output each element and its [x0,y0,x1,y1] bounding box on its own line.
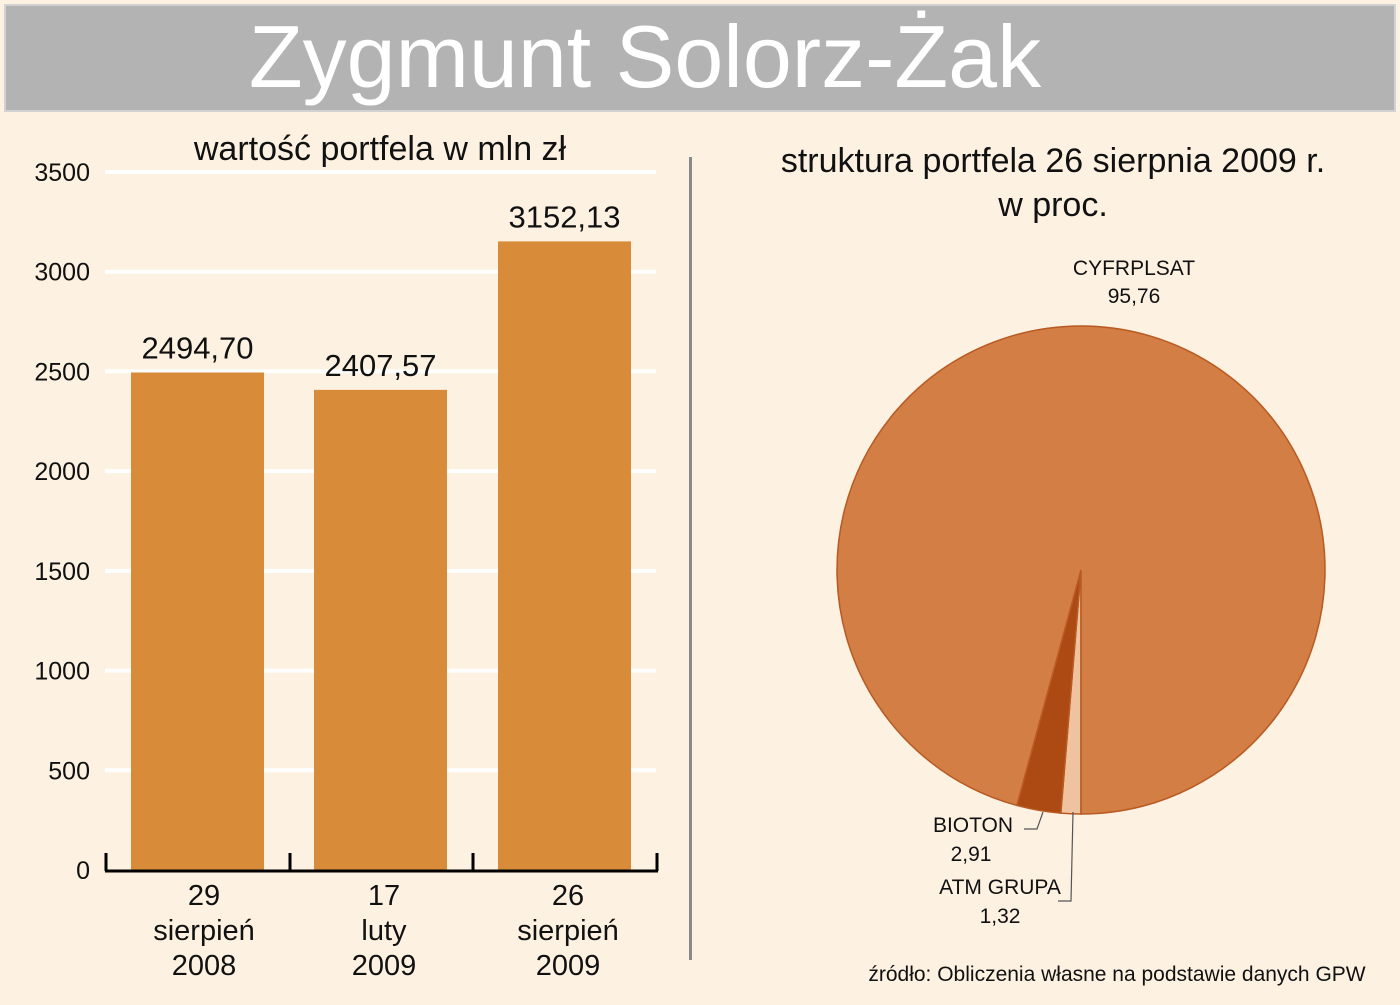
bar [498,241,631,870]
source-note: źródło: Obliczenia własne na podstawie d… [868,963,1365,986]
header-banner: Zygmunt Solorz-Żak [4,4,1396,112]
y-tick-label: 1500 [34,558,90,586]
x-category-label: sierpień [517,915,619,947]
leader-line [1024,811,1044,830]
x-category-label: 2009 [352,950,417,982]
pie-label-value: 95,76 [1108,285,1161,308]
bar-value-label: 3152,13 [508,199,620,234]
pie-label-value: 2,91 [951,843,992,866]
y-tick-label: 500 [48,757,90,785]
bars: 2494,70 2407,57 3152,13 [131,199,631,870]
pie-label-name: CYFRPLSAT [1073,257,1195,280]
x-category-label: 17 [368,880,400,912]
x-category-label: 26 [552,880,584,912]
y-tick-label: 3500 [34,159,90,187]
pie-slices [836,325,1326,815]
pie-label-value: 1,32 [980,905,1021,928]
y-tick-label: 2000 [34,458,90,486]
pie-label-name: BIOTON [933,814,1013,837]
pie-labels: CYFRPLSAT 95,76 BIOTON 2,91 ATM GRUPA 1,32 [933,257,1195,928]
y-tick-label: 1000 [34,658,90,686]
x-category-label: 2009 [536,950,601,982]
x-category-label: 2008 [172,950,237,982]
pie-chart: struktura portfela 26 sierpnia 2009 r. w… [781,142,1326,928]
y-axis-ticks: 0 500 1000 1500 2000 2500 3000 3500 [34,159,90,885]
pie-chart-subtitle: w proc. [997,186,1108,224]
bar [131,372,264,870]
x-category-label: sierpień [153,915,255,947]
x-category-label: 29 [188,880,220,912]
page-title: Zygmunt Solorz-Żak [248,7,1042,106]
bar-chart: wartość portfela w mln zł 0 500 1000 1500 20… [34,130,659,982]
bar-value-label: 2494,70 [141,330,253,365]
slice-cyfrplsat [836,325,1326,815]
bar-value-label: 2407,57 [324,348,436,383]
pie-chart-title: struktura portfela 26 sierpnia 2009 r. [781,142,1325,180]
y-tick-label: 0 [76,857,90,885]
panel-divider [689,157,692,960]
x-category-label: luty [361,915,407,947]
bar [314,389,447,870]
bar-chart-title: wartość portfela w mln zł [193,130,567,168]
y-tick-label: 2500 [34,358,90,386]
pie-label-name: ATM GRUPA [939,876,1061,899]
y-tick-label: 3000 [34,259,90,287]
leader-line [1058,811,1074,902]
